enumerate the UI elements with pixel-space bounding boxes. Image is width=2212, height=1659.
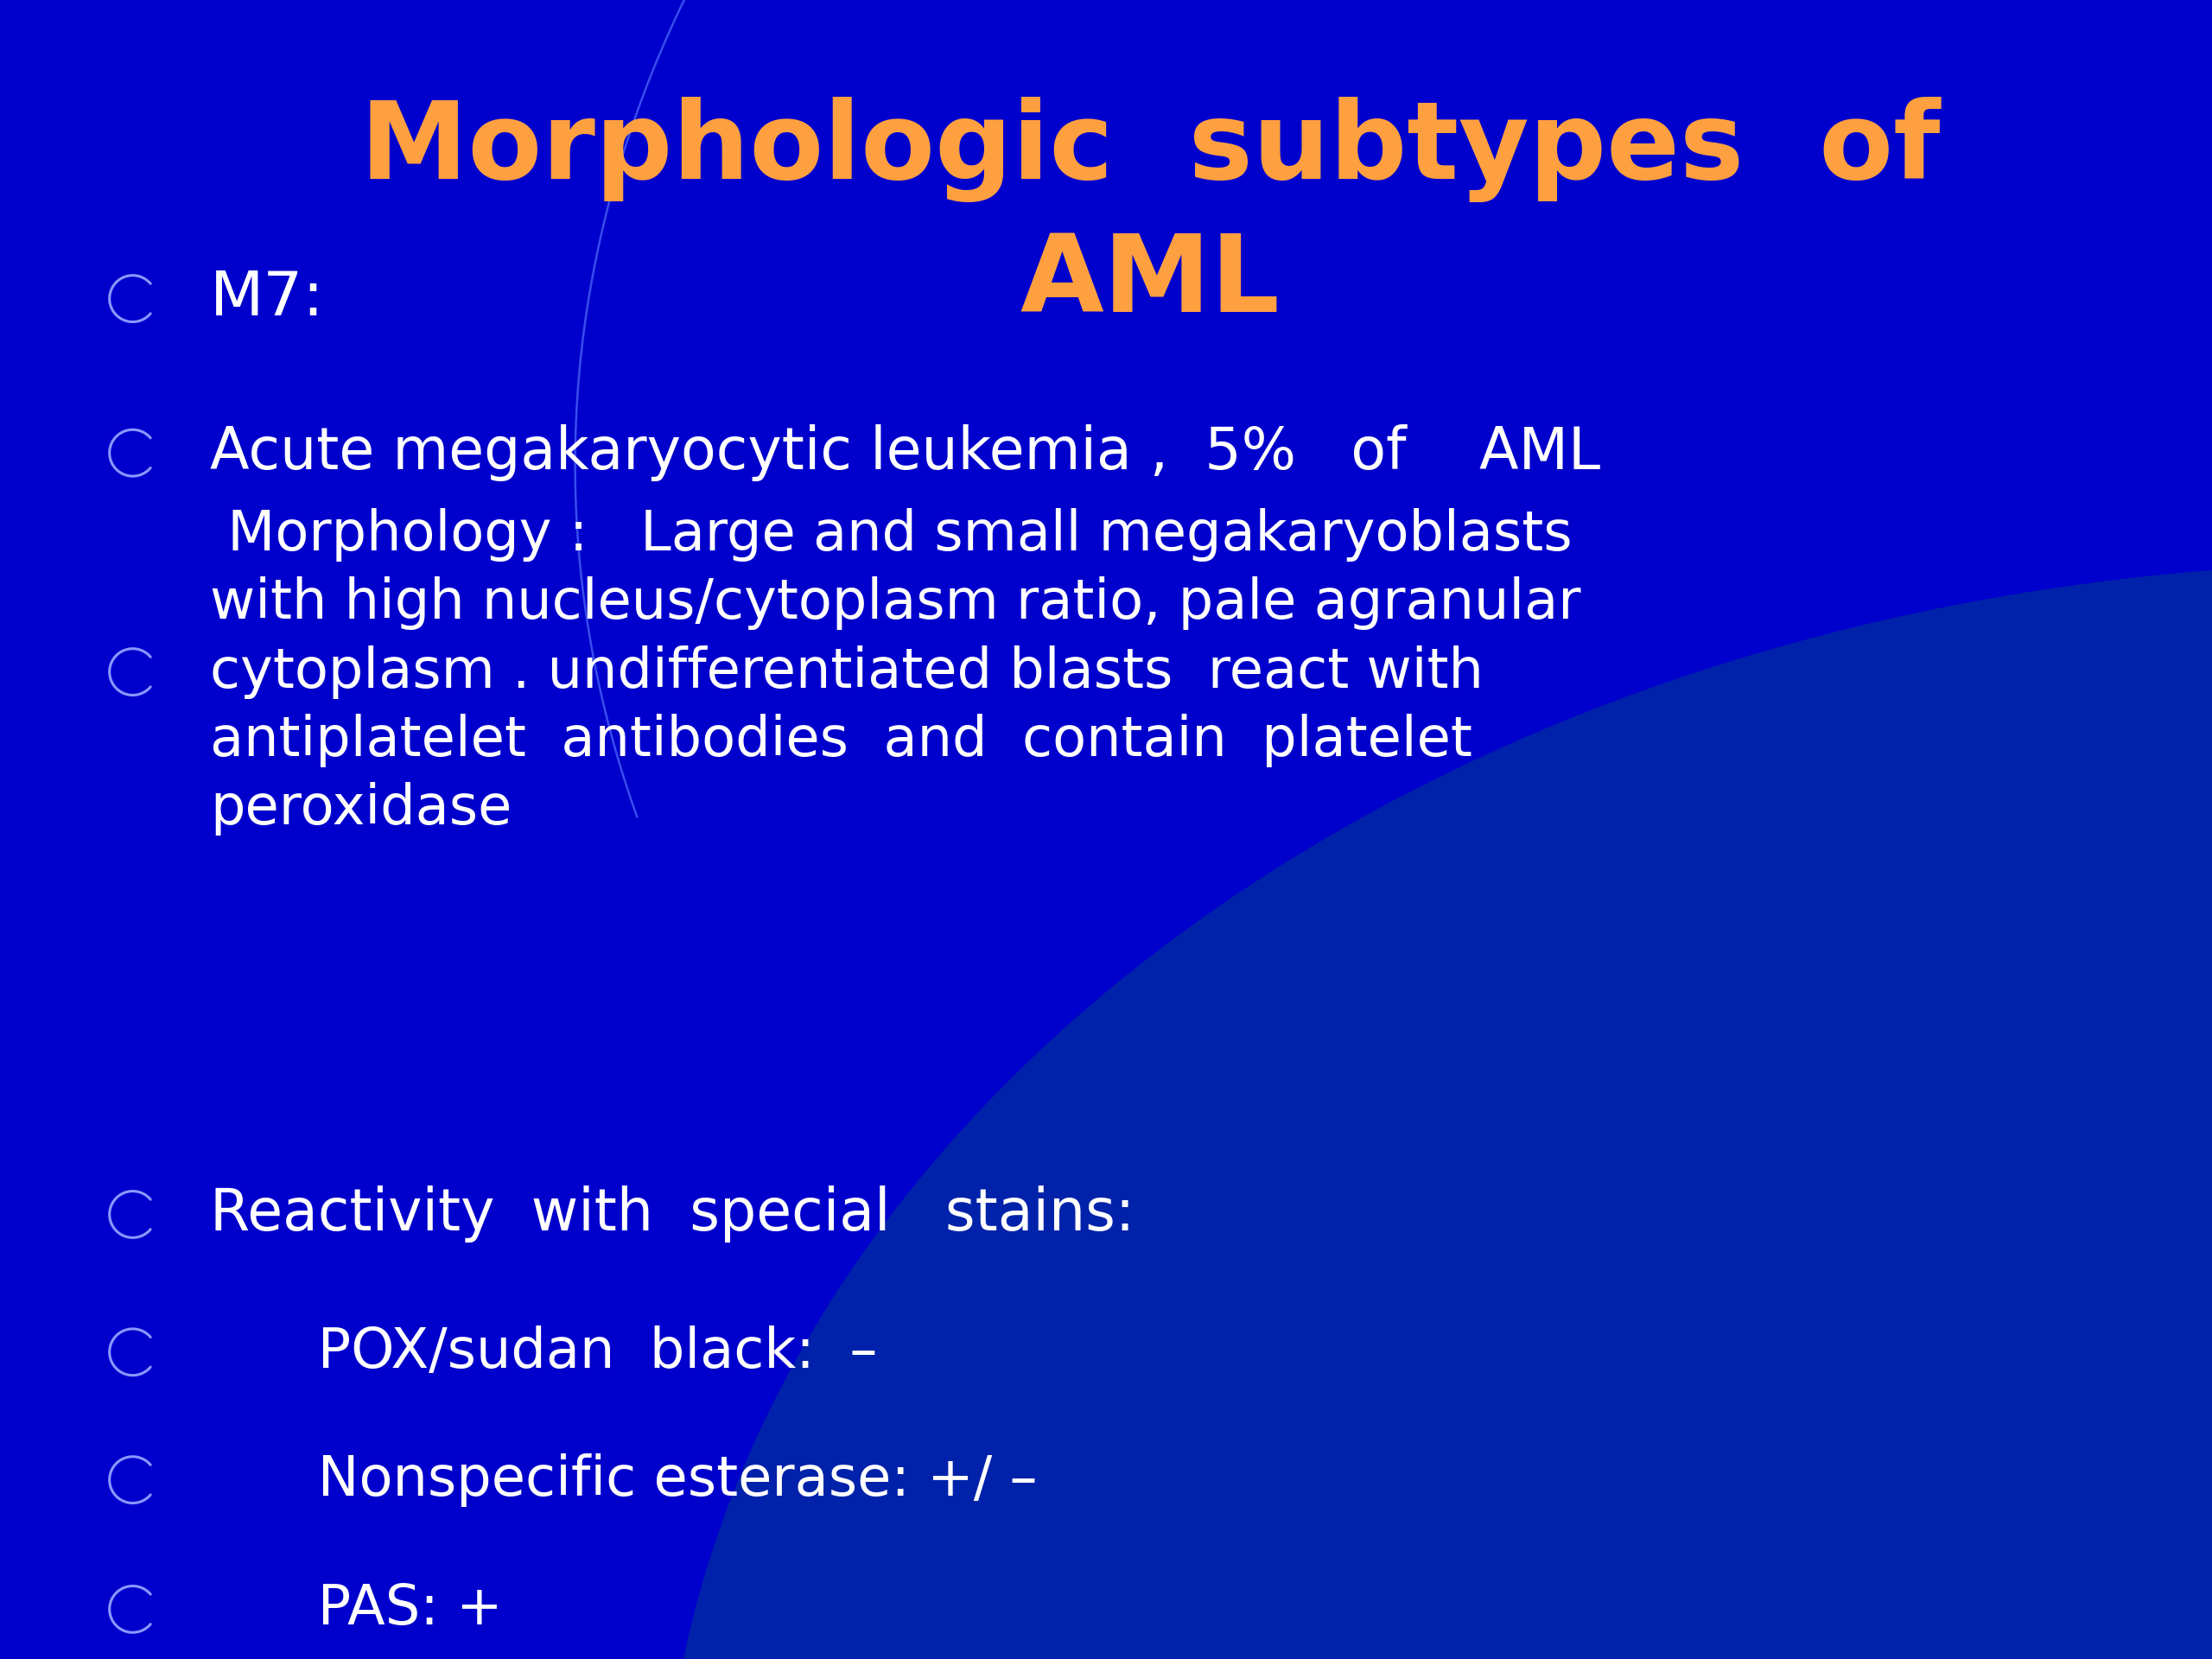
Text: POX/sudan  black:  –: POX/sudan black: – <box>265 1326 878 1379</box>
Text: AML: AML <box>1020 229 1281 335</box>
Text: Morphologic  subtypes  of: Morphologic subtypes of <box>361 96 1940 202</box>
Text: M7:: M7: <box>210 269 325 328</box>
Text: PAS: +: PAS: + <box>265 1583 502 1636</box>
Text: Nonspecific esterase: +/ –: Nonspecific esterase: +/ – <box>265 1453 1037 1506</box>
Text: Acute megakaryocytic leukemia ,  5%   of    AML: Acute megakaryocytic leukemia , 5% of AM… <box>210 425 1601 481</box>
Text: Reactivity  with  special   stains:: Reactivity with special stains: <box>210 1186 1135 1243</box>
Polygon shape <box>664 569 2212 1659</box>
Text: Morphology :   Large and small megakaryoblasts
with high nucleus/cytoplasm ratio: Morphology : Large and small megakaryobl… <box>210 508 1582 836</box>
